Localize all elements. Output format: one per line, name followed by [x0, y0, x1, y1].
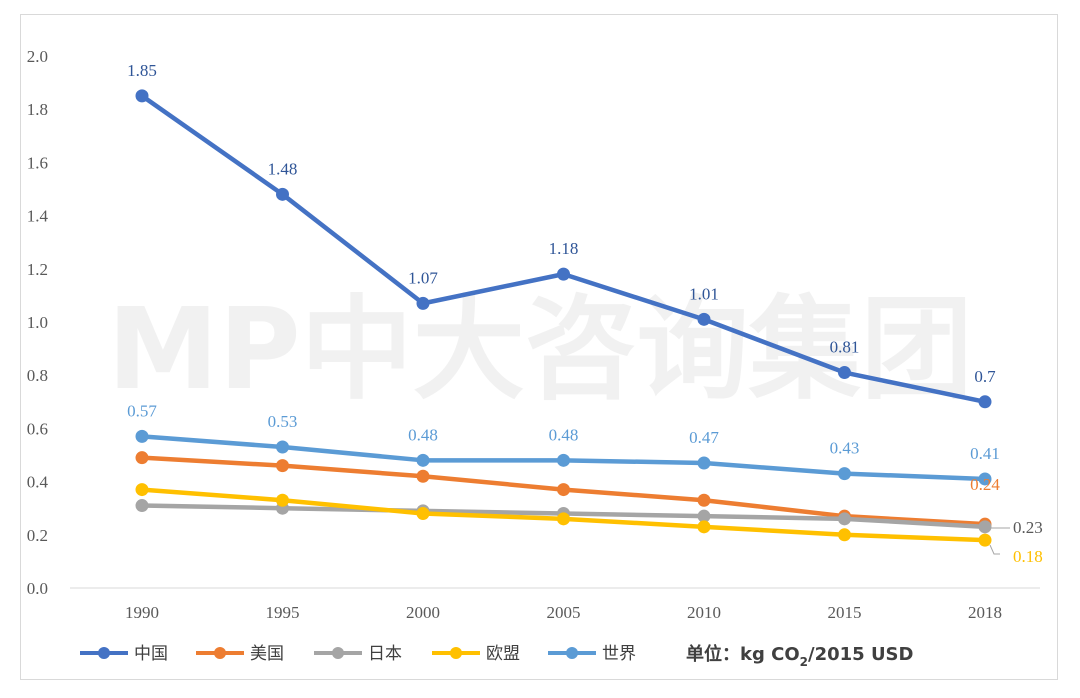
series-2-point: [838, 512, 851, 526]
legend-label: 世界: [602, 644, 636, 664]
legend-label: 中国: [134, 644, 168, 664]
series-2-data-label: 0.23: [1013, 518, 1043, 537]
series-1-point: [135, 451, 149, 465]
series-0-point: [276, 187, 289, 201]
series-0-point: [697, 312, 711, 326]
series-4-data-label: 0.47: [689, 428, 719, 447]
legend-label: 日本: [368, 644, 402, 664]
legend-swatch-marker: [566, 647, 578, 659]
y-tick-label: 0.0: [27, 579, 48, 598]
series-4-data-label: 0.48: [549, 425, 579, 444]
label-leader-line: [989, 544, 1000, 555]
x-tick-label: 2010: [687, 603, 721, 622]
series-4-point: [276, 440, 289, 454]
x-tick-label: 2015: [828, 603, 862, 622]
series-0-data-label: 1.48: [268, 159, 298, 178]
y-axis: 0.0 0.2 0.4 0.6 0.8 1.0 1.2 1.4 1.6 1.8 2.0: [27, 47, 49, 598]
series-3-point: [838, 528, 851, 542]
series-4-point: [978, 472, 992, 486]
legend-swatch-marker: [214, 647, 226, 659]
chart-frame: [20, 14, 1058, 680]
series-group: [135, 89, 992, 547]
series-0-point: [416, 296, 430, 310]
series-2-point: [135, 499, 149, 513]
series-3-point: [557, 512, 570, 526]
series-1-data-label: 0.24: [970, 475, 1000, 494]
legend: 中国 美国 日本 欧盟 世界: [80, 644, 636, 664]
y-tick-label: 0.2: [27, 526, 48, 545]
series-1-point: [276, 459, 289, 473]
series-3-point: [135, 483, 149, 497]
series-3-point: [276, 493, 289, 507]
series-0-data-label: 1.85: [127, 61, 157, 80]
watermark: MP中大咨询集团: [107, 285, 973, 415]
y-tick-label: 1.2: [27, 260, 48, 279]
series-2-point: [978, 520, 992, 534]
y-tick-label: 1.6: [27, 153, 48, 172]
x-axis: 1990 1995 2000 2005 2010 2015 2018: [125, 603, 1002, 622]
series-4-data-label: 0.57: [127, 401, 157, 420]
series-2-point: [697, 509, 711, 523]
y-tick-label: 0.4: [27, 473, 49, 492]
series-4-data-label: 0.43: [830, 439, 860, 458]
series-3-data-label: 0.18: [1013, 547, 1043, 566]
series-0-data-label: 0.7: [974, 367, 996, 386]
x-tick-label: 2000: [406, 603, 440, 622]
series-4-point: [557, 453, 570, 467]
data-labels: 1.85 1.48 1.07 1.18 1.01 0.81 0.7 0.24 0.23 0.18 0…: [127, 61, 1043, 566]
series-4-point: [697, 456, 711, 470]
series-0-point: [838, 366, 851, 380]
legend-label: 欧盟: [486, 644, 520, 664]
series-1-point: [557, 483, 570, 497]
y-tick-label: 1.8: [27, 100, 48, 119]
series-0-data-label: 1.01: [689, 284, 719, 303]
series-1-point: [697, 493, 711, 507]
x-tick-label: 1990: [125, 603, 159, 622]
series-0-data-label: 1.07: [408, 268, 438, 287]
series-4-data-label: 0.48: [408, 425, 438, 444]
x-tick-label: 2005: [547, 603, 581, 622]
legend-swatch-marker: [98, 647, 110, 659]
series-3-point: [978, 533, 992, 547]
y-tick-label: 0.8: [27, 366, 48, 385]
series-4-data-label: 0.53: [268, 412, 298, 431]
series-3-point: [416, 507, 430, 521]
series-0-point: [557, 267, 570, 281]
series-3-point: [697, 520, 711, 534]
y-tick-label: 1.0: [27, 313, 48, 332]
legend-swatch-marker: [332, 647, 344, 659]
y-tick-label: 2.0: [27, 47, 48, 66]
series-0-data-label: 0.81: [830, 338, 860, 357]
unit-label: 单位：kg CO2/2015 USD: [686, 643, 913, 669]
series-0-point: [978, 395, 992, 409]
series-0-point: [135, 89, 149, 103]
series-1-point: [416, 469, 430, 483]
legend-label: 美国: [250, 644, 284, 664]
series-4-data-label: 0.41: [970, 444, 1000, 463]
x-tick-label: 2018: [968, 603, 1002, 622]
y-tick-label: 1.4: [27, 207, 49, 226]
series-4-point: [416, 453, 430, 467]
series-4-point: [838, 467, 851, 481]
y-tick-label: 0.6: [27, 419, 48, 438]
series-0-data-label: 1.18: [549, 239, 579, 258]
legend-swatch-marker: [450, 647, 462, 659]
x-tick-label: 1995: [266, 603, 300, 622]
series-4-point: [135, 429, 149, 443]
